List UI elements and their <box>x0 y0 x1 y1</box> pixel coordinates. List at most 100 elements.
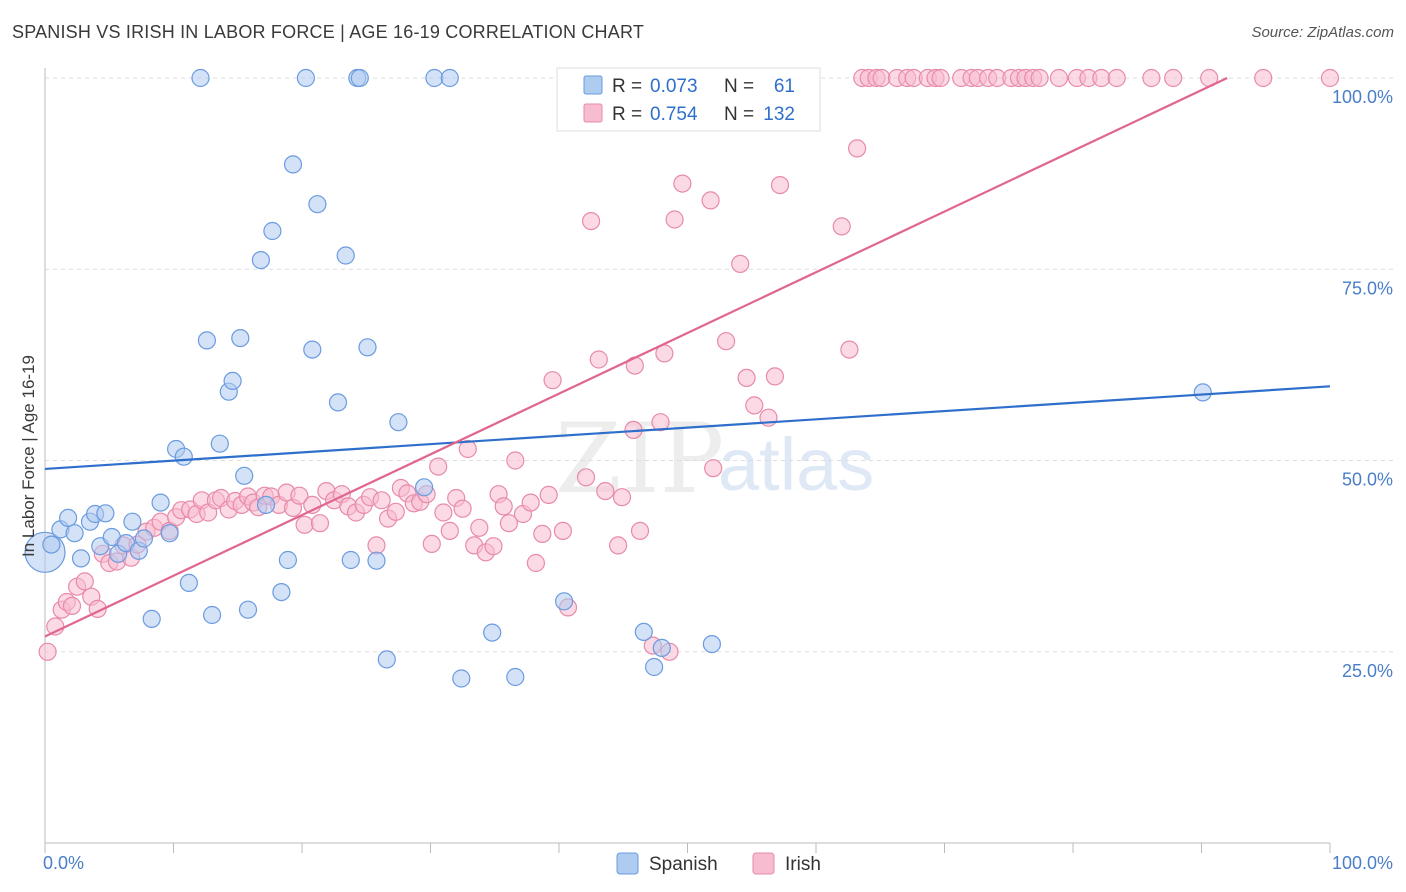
y-tick-label-3: 100.0% <box>1332 87 1393 107</box>
irish-point-137 <box>1142 68 1161 88</box>
irish-point-41 <box>310 514 330 533</box>
watermark-atlas: atlas <box>718 423 874 506</box>
spanish-point-41 <box>336 246 355 265</box>
irish-point-101 <box>716 332 736 351</box>
spanish-point-50 <box>425 68 444 88</box>
legend-label-spanish: Spanish <box>649 854 718 875</box>
irish-point-61 <box>440 521 459 541</box>
irish-point-77 <box>539 485 558 504</box>
spanish-point-13 <box>123 512 142 531</box>
spanish-point-46 <box>367 551 386 570</box>
x-tick-label-max: 100.0% <box>1332 853 1393 873</box>
stats-n-value-irish: 132 <box>763 104 795 125</box>
spanish-point-60 <box>1193 383 1212 402</box>
spanish-point-18 <box>160 524 179 543</box>
irish-point-138 <box>1164 68 1183 88</box>
irish-point-0 <box>38 642 57 661</box>
spanish-point-27 <box>223 371 242 390</box>
spanish-point-32 <box>256 495 276 514</box>
spanish-point-48 <box>389 413 408 432</box>
spanish-point-31 <box>251 251 270 270</box>
irish-point-136 <box>1107 68 1126 88</box>
chart-title: SPANISH VS IRISH IN LABOR FORCE | AGE 16… <box>12 22 645 42</box>
stats-legend: R = 0.073 N = 61 R = 0.754 N = 132 <box>556 67 821 132</box>
irish-point-63 <box>453 499 472 518</box>
stats-r-label-spanish: R = <box>612 76 642 97</box>
irish-point-99 <box>701 191 720 210</box>
spanish-point-44 <box>350 68 369 88</box>
irish-point-82 <box>581 212 601 231</box>
irish-point-135 <box>1092 68 1111 88</box>
spanish-point-45 <box>358 338 377 357</box>
irish-point-86 <box>612 488 632 507</box>
irish-point-50 <box>372 491 391 510</box>
irish-point-6 <box>75 572 94 591</box>
irish-point-83 <box>589 350 608 369</box>
irish-point-132 <box>1049 68 1069 88</box>
y-tick-label-2: 75.0% <box>1342 278 1393 298</box>
spanish-points <box>24 68 1212 688</box>
irish-point-84 <box>596 482 615 501</box>
spanish-point-55 <box>554 592 574 611</box>
irish-point-96 <box>673 174 692 193</box>
spanish-trend-line <box>44 385 1331 471</box>
spanish-point-56 <box>634 622 653 642</box>
spanish-point-22 <box>191 68 210 88</box>
spanish-point-35 <box>278 550 297 570</box>
spanish-point-3 <box>58 508 78 528</box>
stats-r-label-irish: R = <box>612 104 642 125</box>
spanish-point-47 <box>377 650 396 669</box>
spanish-point-52 <box>452 669 471 688</box>
irish-point-81 <box>576 468 596 487</box>
spanish-point-30 <box>238 600 258 619</box>
spanish-point-15 <box>134 529 153 548</box>
irish-point-106 <box>765 367 785 386</box>
bottom-legend: Spanish Irish <box>616 852 821 875</box>
spanish-point-23 <box>197 331 216 350</box>
irish-point-95 <box>665 210 684 229</box>
stats-n-label-spanish: N = <box>724 76 754 97</box>
irish-point-66 <box>470 518 489 537</box>
y-tick-label-0: 25.0% <box>1342 661 1393 681</box>
irish-point-76 <box>533 524 552 544</box>
irish-points <box>38 68 1340 661</box>
stats-n-label-irish: N = <box>724 104 754 125</box>
irish-point-92 <box>651 413 670 432</box>
spanish-point-4 <box>65 524 84 543</box>
irish-trend-line <box>44 77 1228 638</box>
irish-point-85 <box>608 536 628 555</box>
irish-point-79 <box>553 521 573 541</box>
legend-label-irish: Irish <box>785 854 821 875</box>
spanish-point-33 <box>263 221 282 241</box>
spanish-point-37 <box>296 68 315 88</box>
irish-point-140 <box>1254 68 1273 88</box>
axes <box>44 68 1331 853</box>
stats-r-value-irish: 0.754 <box>650 104 698 125</box>
stats-r-value-spanish: 0.073 <box>650 76 698 97</box>
irish-point-72 <box>506 451 525 470</box>
spanish-point-57 <box>644 657 664 677</box>
stats-legend-swatch-spanish <box>583 75 603 95</box>
spanish-point-53 <box>483 623 502 642</box>
irish-point-74 <box>521 493 540 512</box>
irish-point-75 <box>526 553 546 573</box>
spanish-point-38 <box>303 340 322 359</box>
spanish-point-16 <box>142 609 161 629</box>
spanish-point-5 <box>71 549 91 568</box>
spanish-point-36 <box>283 155 303 174</box>
spanish-point-25 <box>210 434 229 453</box>
stats-n-value-spanish: 61 <box>774 76 795 97</box>
irish-point-141 <box>1320 68 1340 88</box>
irish-point-38 <box>290 486 309 505</box>
chart-source: Source: ZipAtlas.com <box>1251 24 1394 41</box>
spanish-point-42 <box>341 550 360 570</box>
irish-point-49 <box>367 536 386 555</box>
spanish-point-58 <box>652 638 671 658</box>
irish-point-103 <box>737 368 756 387</box>
irish-point-107 <box>770 176 790 195</box>
irish-point-90 <box>630 521 650 541</box>
spanish-point-9 <box>96 504 115 523</box>
y-tick-label-1: 50.0% <box>1342 470 1393 490</box>
irish-point-102 <box>731 254 750 273</box>
